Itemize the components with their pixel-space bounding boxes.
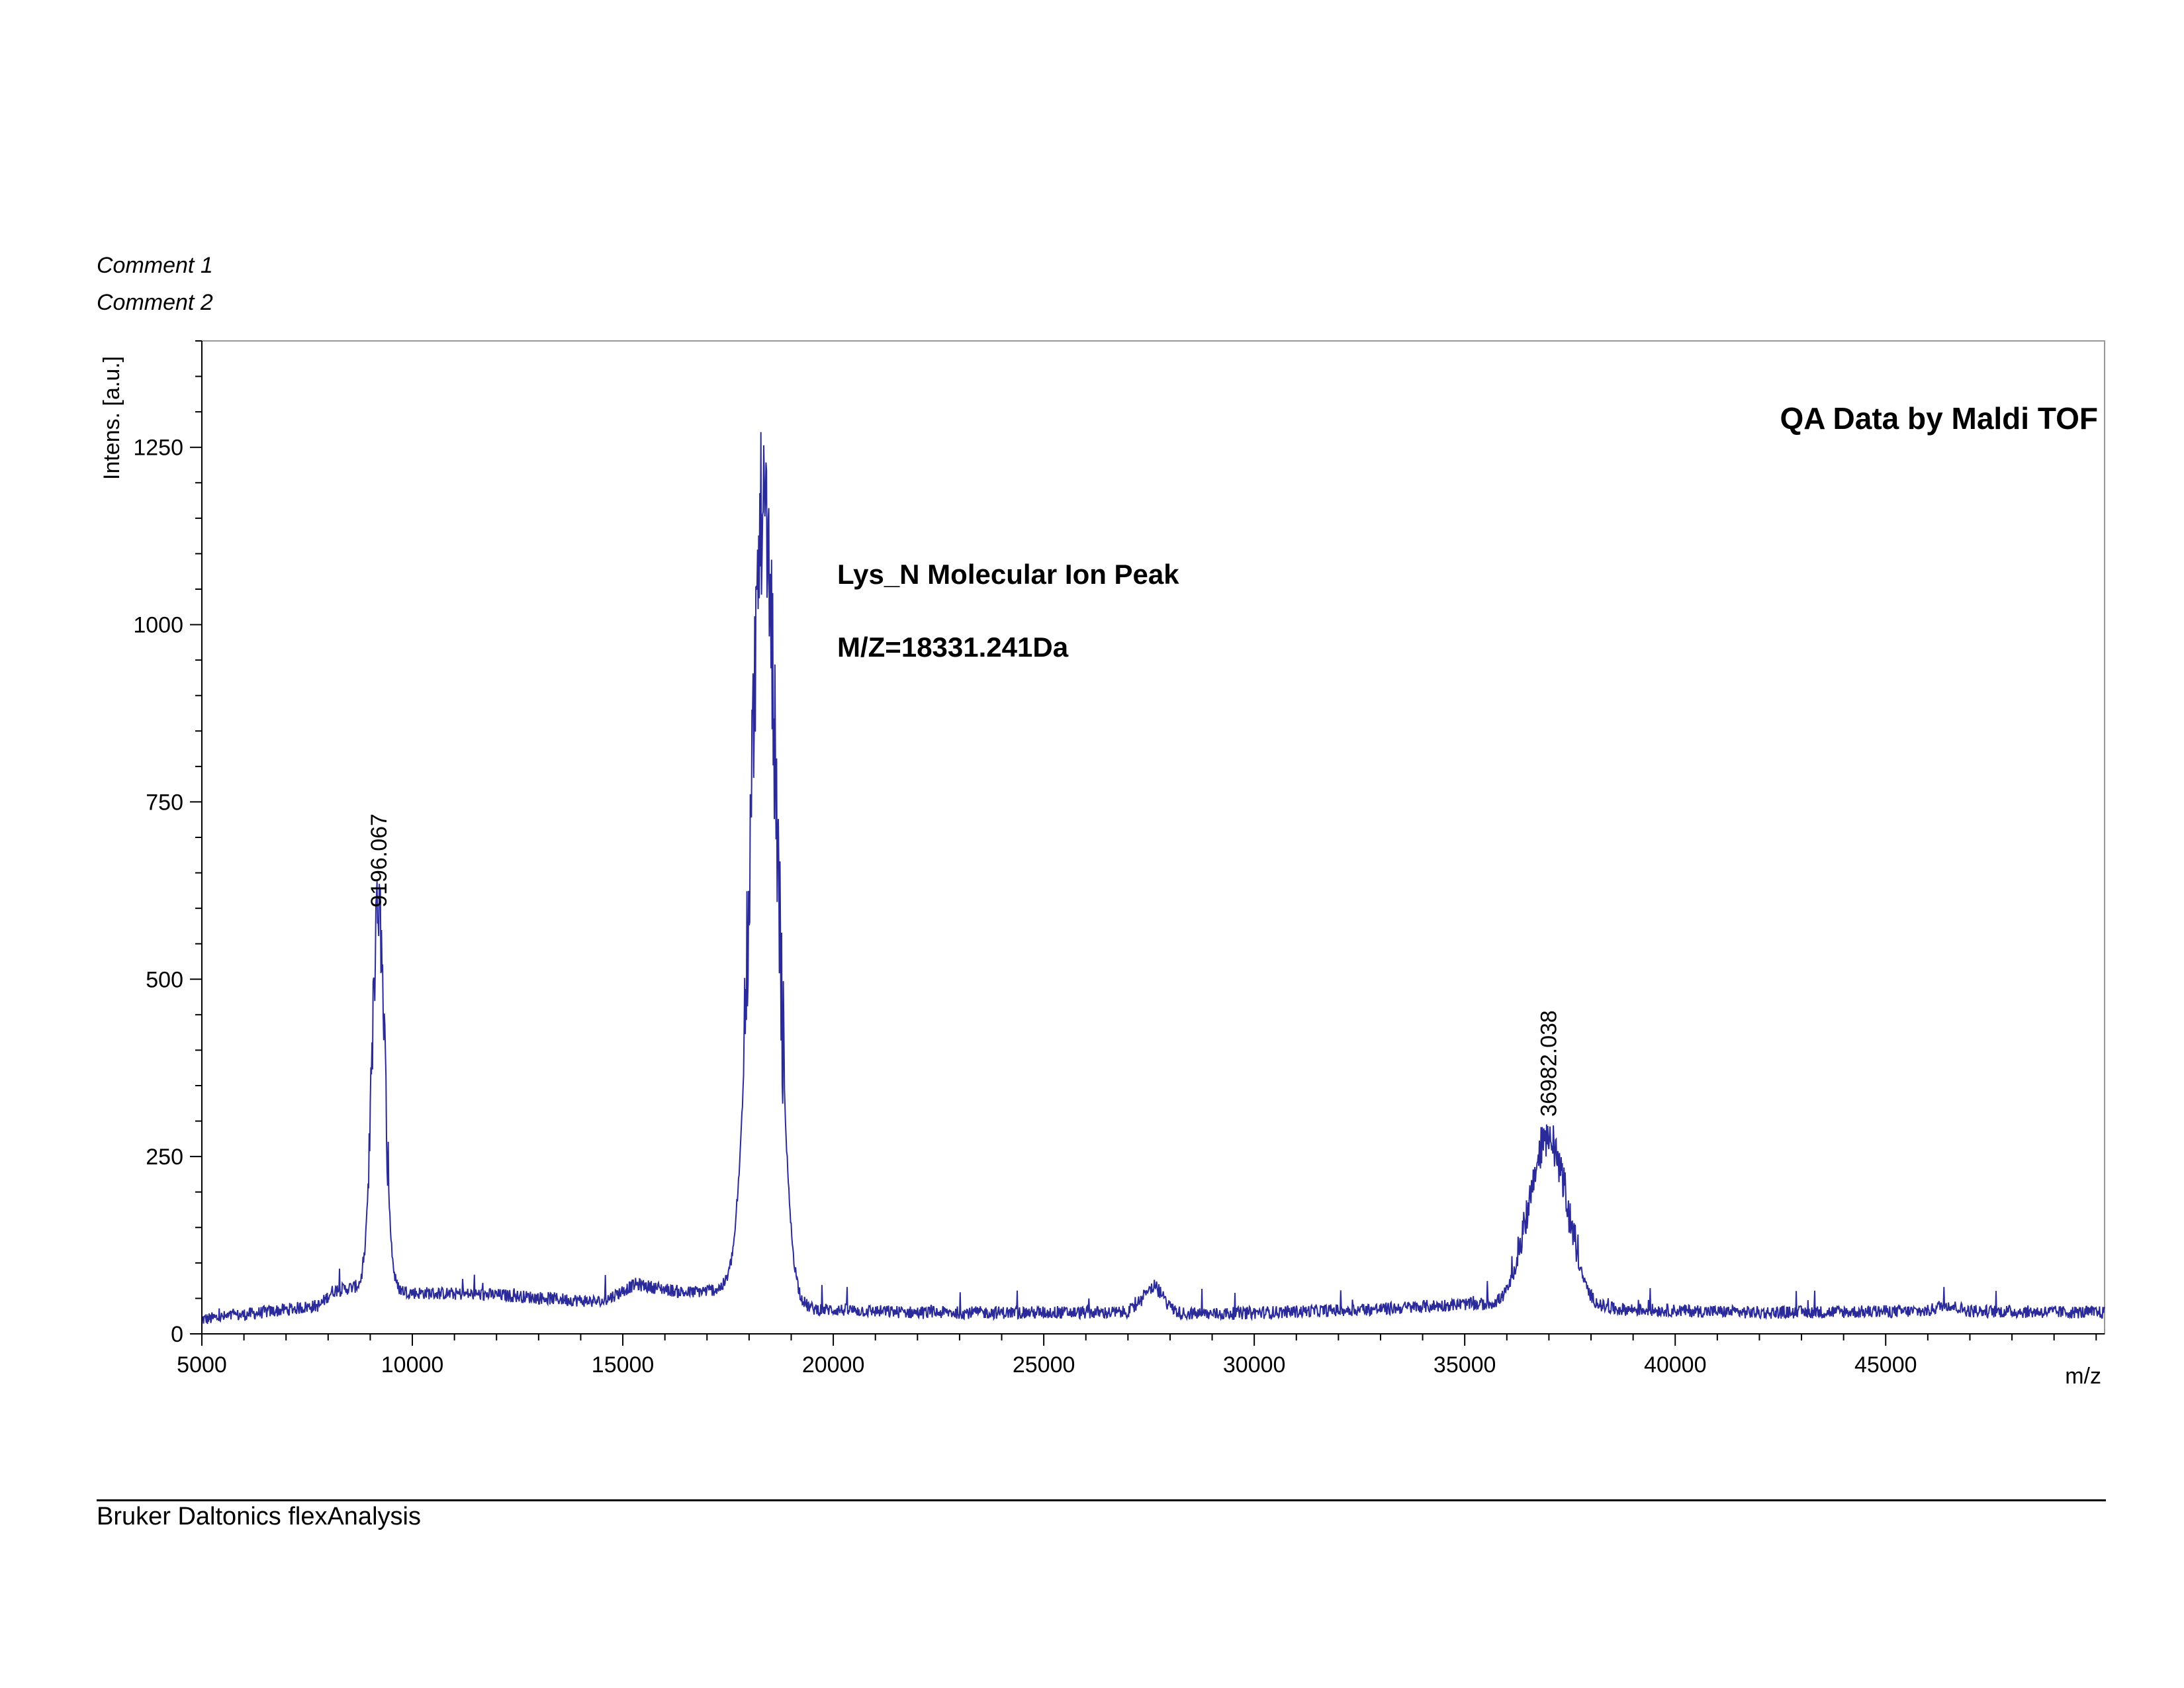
x-tick-label: 5000 bbox=[177, 1352, 227, 1378]
y-tick-label: 500 bbox=[146, 967, 183, 992]
peak-label: 36982.038 bbox=[1536, 1010, 1561, 1117]
chart-title: QA Data by Maldi TOF bbox=[1780, 401, 2098, 436]
peak-label: 9196.067 bbox=[367, 814, 392, 908]
x-tick-label: 45000 bbox=[1854, 1352, 1917, 1378]
footer-divider bbox=[97, 1499, 2106, 1501]
y-tick-label: 250 bbox=[146, 1145, 183, 1170]
spectrum-line bbox=[201, 432, 2105, 1325]
y-axis-label: Intens. [a.u.] bbox=[99, 356, 124, 480]
x-tick-label: 35000 bbox=[1433, 1352, 1496, 1378]
x-tick-label: 40000 bbox=[1644, 1352, 1707, 1378]
main-peak-mz: M/Z=18331.241Da bbox=[837, 632, 1069, 663]
y-tick-label: 1000 bbox=[133, 613, 183, 638]
plot-frame bbox=[201, 340, 2105, 1335]
x-tick-label: 10000 bbox=[381, 1352, 444, 1378]
y-tick-label: 0 bbox=[171, 1322, 183, 1347]
footer-software: Bruker Daltonics flexAnalysis bbox=[97, 1503, 421, 1530]
x-tick-label: 20000 bbox=[802, 1352, 865, 1378]
x-axis-label: m/z bbox=[2065, 1364, 2101, 1389]
x-tick-label: 15000 bbox=[592, 1352, 655, 1378]
x-tick-label: 30000 bbox=[1223, 1352, 1286, 1378]
comment-2: Comment 2 bbox=[97, 290, 213, 315]
peak-labels: 9196.067 36982.038 bbox=[367, 814, 1561, 1117]
comment-1: Comment 1 bbox=[97, 253, 213, 278]
x-axis: 5000 10000 15000 20000 25000 30000 35000 40000 4… bbox=[177, 1334, 2097, 1378]
x-tick-label: 25000 bbox=[1013, 1352, 1075, 1378]
y-tick-label: 750 bbox=[146, 790, 183, 815]
y-tick-label: 1250 bbox=[133, 436, 183, 461]
y-axis: 0 250 500 750 1000 1250 bbox=[133, 340, 202, 1347]
main-peak-name: Lys_N Molecular Ion Peak bbox=[837, 559, 1179, 590]
